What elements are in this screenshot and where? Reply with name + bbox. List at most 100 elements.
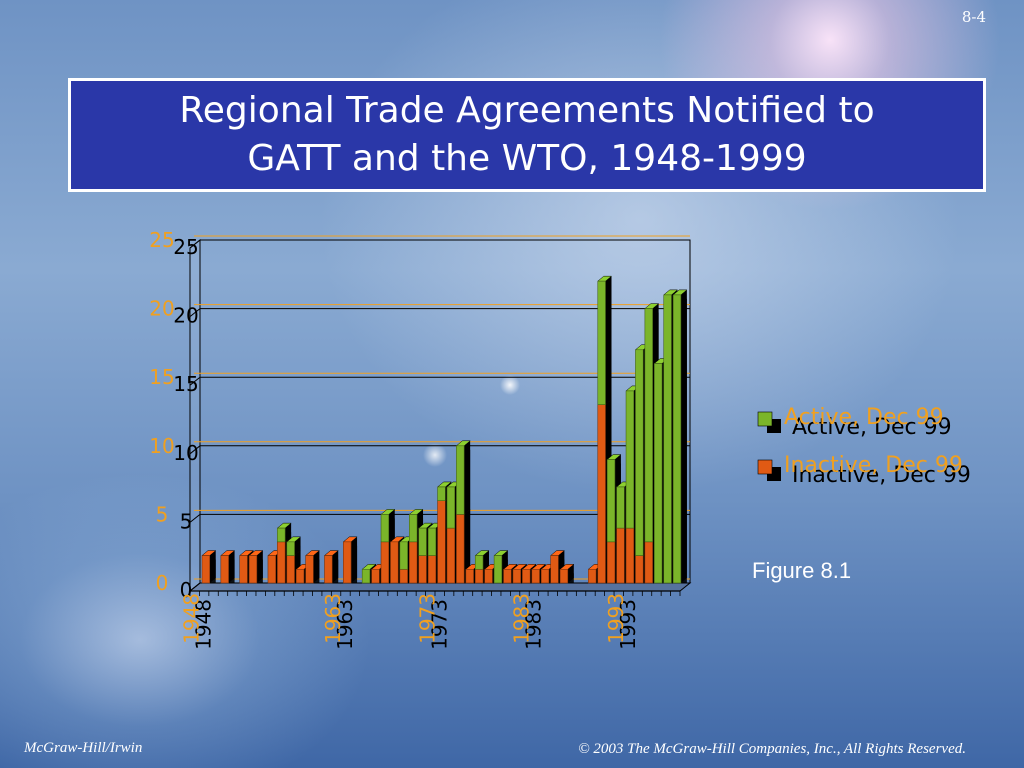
bar-inactive-side: [332, 550, 339, 583]
bar-inactive: [625, 527, 635, 584]
y-tick-label: 5: [180, 509, 193, 533]
bar-active-side: [294, 536, 301, 556]
footer-copyright: © 2003 The McGraw-Hill Companies, Inc., …: [578, 741, 966, 757]
x-tick-label: 1983: [522, 599, 546, 650]
bar-inactive: [201, 555, 211, 584]
bar-inactive: [343, 541, 352, 584]
bar-inactive: [418, 555, 427, 584]
bar-inactive: [484, 568, 493, 584]
bar-active: [493, 555, 503, 584]
title-box: Regional Trade Agreements Notified to GA…: [68, 78, 986, 192]
x-tick-label-overlay: 1993: [604, 593, 628, 644]
legend-swatch: [757, 459, 773, 475]
bar-active-side: [680, 289, 687, 583]
x-tick-label-overlay: 1963: [321, 593, 345, 644]
bar-inactive: [324, 555, 333, 584]
bar-inactive: [277, 541, 286, 584]
bar-active: [446, 486, 456, 529]
bar-inactive: [588, 568, 597, 584]
bar-inactive-side: [228, 550, 235, 583]
bar-active-side: [605, 276, 612, 405]
bar-inactive: [465, 568, 474, 584]
bar-inactive-side: [313, 550, 320, 583]
bar-active: [418, 527, 427, 556]
bar-active: [399, 541, 408, 570]
bar-active: [663, 294, 672, 584]
y-tick-label: 25: [173, 235, 198, 259]
bar-active: [654, 363, 663, 584]
x-tick-label: 1948: [192, 599, 216, 650]
bar-inactive: [248, 555, 258, 584]
bar-active-side: [285, 523, 292, 542]
bar-inactive: [474, 568, 484, 584]
legend-label: Inactive, Dec 99: [792, 463, 971, 488]
bar-inactive: [531, 568, 540, 584]
bar-inactive-side: [351, 536, 358, 583]
figure-label: Figure 8.1: [752, 558, 852, 583]
x-tick-label: 1963: [333, 599, 357, 650]
y-tick-label-overlay: 5: [156, 502, 169, 526]
bar-inactive: [390, 541, 399, 584]
bar-active: [286, 541, 295, 556]
bar-inactive-side: [209, 550, 216, 583]
bar-inactive: [437, 500, 446, 584]
bar-active: [380, 514, 390, 543]
bar-active: [625, 390, 635, 529]
y-tick-label-overlay: 15: [149, 365, 174, 389]
bar-inactive-side: [256, 550, 263, 583]
page-number: 8-4: [961, 8, 986, 26]
x-tick-label-overlay: 1983: [510, 593, 534, 644]
bar-inactive: [267, 555, 276, 584]
bar-active: [606, 459, 616, 543]
bar-inactive: [540, 568, 550, 584]
title-line-1: Regional Trade Agreements Notified to: [179, 90, 875, 131]
bar-inactive: [512, 568, 521, 584]
x-tick-label: 1993: [616, 599, 640, 650]
bar-active: [361, 568, 371, 584]
bar-active: [437, 486, 446, 501]
bar-inactive: [559, 568, 569, 584]
y-tick-label: 0: [180, 578, 193, 602]
plot-floor: [188, 582, 692, 592]
bar-inactive: [597, 404, 606, 584]
gridline: [189, 513, 690, 523]
bar-active-side: [482, 550, 489, 570]
bar-active: [635, 349, 644, 556]
y-tick-label: 15: [173, 372, 198, 396]
bar-active-side: [464, 440, 471, 515]
bar-active: [644, 308, 653, 543]
y-tick-label: 10: [173, 441, 198, 465]
bar-inactive: [644, 541, 653, 584]
y-tick-label-overlay: 25: [149, 228, 174, 252]
bar-active: [409, 514, 418, 543]
bar-inactive: [399, 568, 408, 584]
bar-active: [277, 527, 286, 543]
bar-inactive: [522, 568, 531, 584]
bar-inactive: [380, 541, 390, 584]
bar-inactive: [239, 555, 248, 584]
y-tick-label: 20: [173, 304, 198, 328]
y-tick-label-overlay: 20: [149, 297, 174, 321]
bar-active: [616, 486, 625, 529]
bar-inactive: [220, 555, 229, 584]
bar-active: [427, 527, 437, 556]
bar-inactive-side: [464, 509, 471, 583]
gridline: [189, 308, 690, 317]
bar-inactive: [446, 527, 456, 584]
bar-inactive: [305, 555, 314, 584]
bar-active: [597, 280, 606, 405]
gridline: [189, 376, 690, 386]
bar-inactive: [456, 514, 465, 584]
slide-title: Regional Trade Agreements Notified to GA…: [97, 87, 957, 183]
y-tick-label-overlay: 0: [156, 571, 169, 595]
footer-publisher: McGraw-Hill/Irwin: [24, 740, 143, 756]
legend-swatch: [757, 411, 773, 427]
bar-active: [672, 294, 682, 584]
plot-side-wall: [189, 238, 201, 593]
bar-active-side: [388, 509, 395, 542]
gridline: [189, 239, 690, 249]
legend-label-overlay: Inactive, Dec 99: [784, 453, 963, 478]
legend-label-overlay: Active, Dec 99: [784, 405, 944, 430]
bar-inactive: [409, 541, 418, 584]
